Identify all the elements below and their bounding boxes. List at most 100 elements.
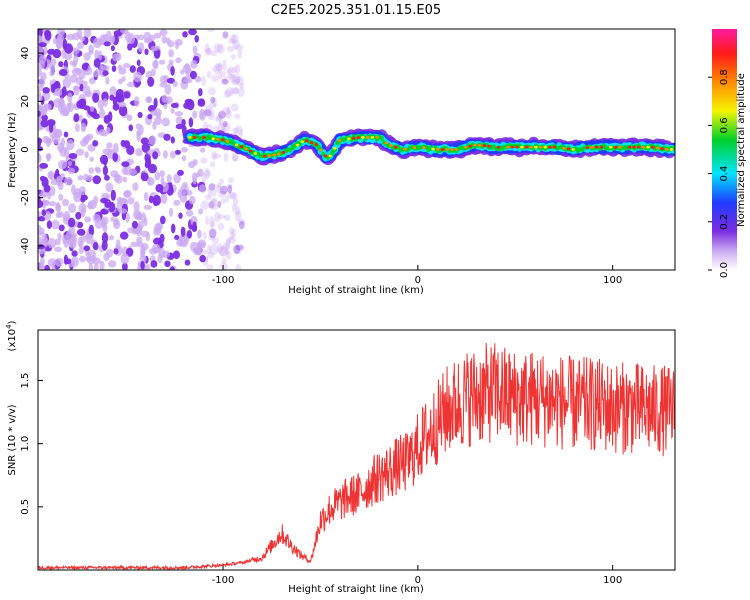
heatmap-noise-cell: [203, 168, 211, 179]
heatmap-core-cell: [216, 137, 220, 141]
heatmap-noise-cell: [212, 237, 219, 245]
heatmap-noise-cell: [153, 97, 158, 109]
heatmap-noise-cell: [46, 119, 56, 127]
heatmap-noise-cell: [145, 157, 152, 167]
heatmap-noise-cell: [152, 60, 159, 69]
heatmap-noise-cell: [186, 229, 193, 239]
heatmap-noise-cell: [41, 114, 48, 122]
x-tick-label: 100: [603, 575, 622, 586]
heatmap-noise-cell: [229, 231, 235, 240]
snr-y-axis-label: SNR (10 * v/v): [7, 404, 18, 475]
heatmap-core-cell: [501, 145, 506, 149]
heatmap-noise-cell: [217, 201, 222, 208]
heatmap-noise-cell: [204, 194, 212, 200]
heatmap-noise-cell: [221, 78, 229, 85]
heatmap-noise-cell: [211, 74, 219, 82]
heatmap-noise-cell: [150, 260, 158, 268]
heatmap-noise-cell: [180, 226, 186, 237]
heatmap-noise-cell: [185, 78, 193, 84]
heatmap-core-cell: [370, 136, 375, 139]
heatmap-core-cell: [459, 147, 463, 150]
heatmap-noise-cell: [121, 161, 130, 168]
heatmap-core-cell: [323, 154, 328, 158]
heatmap-noise-cell: [84, 151, 89, 159]
heatmap-noise-cell: [78, 246, 85, 254]
heatmap-noise-cell: [140, 242, 149, 251]
heatmap-noise-cell: [136, 59, 141, 67]
heatmap-noise-cell: [42, 237, 49, 248]
heatmap-noise-cell: [210, 96, 216, 104]
heatmap-noise-cell: [47, 237, 57, 249]
heatmap-noise-cell: [58, 193, 64, 201]
heatmap-noise-cell: [159, 29, 168, 36]
heatmap-noise-cell: [218, 117, 224, 126]
heatmap-noise-cell: [115, 174, 123, 184]
heatmap-noise-cell: [115, 239, 121, 250]
heatmap-core-cell: [506, 145, 510, 149]
heatmap-noise-cell: [67, 160, 73, 167]
heatmap-noise-cell: [92, 92, 100, 103]
heatmap-noise-cell: [41, 199, 50, 205]
heatmap-noise-cell: [47, 170, 55, 180]
heatmap-noise-cell: [126, 247, 134, 257]
heatmap-noise-cell: [98, 129, 106, 137]
heatmap-noise-cell: [232, 86, 239, 94]
heatmap-noise-cell: [77, 41, 85, 49]
heatmap-noise-cell: [137, 42, 145, 53]
heatmap-noise-cell: [232, 127, 240, 134]
snr-series-line: [38, 343, 675, 570]
heatmap-core-cell: [431, 147, 435, 151]
heatmap-noise-cell: [132, 182, 139, 191]
heatmap-core-cell: [594, 145, 599, 149]
heatmap-noise-cell: [144, 48, 149, 56]
heatmap-core-cell: [534, 145, 538, 149]
heatmap-noise-cell: [84, 216, 92, 223]
heatmap-noise-cell: [52, 128, 62, 138]
heatmap-noise-cell: [209, 161, 216, 168]
heatmap-core-cell: [627, 145, 632, 149]
heatmap-core-cell: [412, 146, 417, 150]
heatmap-noise-cell: [135, 148, 143, 157]
heatmap-noise-cell: [170, 102, 179, 108]
heatmap-noise-cell: [181, 155, 187, 162]
heatmap-noise-cell: [55, 257, 64, 267]
heatmap-noise-cell: [47, 48, 56, 55]
heatmap-noise-cell: [38, 34, 42, 44]
heatmap-core-cell: [520, 145, 524, 149]
heatmap-noise-cell: [111, 65, 117, 72]
heatmap-core-cell: [281, 150, 286, 154]
heatmap-noise-cell: [80, 122, 87, 132]
heatmap-core-cell: [188, 136, 192, 139]
heatmap-noise-cell: [38, 146, 44, 152]
heatmap-noise-cell: [63, 210, 71, 222]
heatmap-noise-cell: [225, 239, 231, 250]
heatmap-noise-cell: [92, 214, 101, 223]
heatmap-core-cell: [314, 143, 319, 146]
snr-frame: [37, 329, 676, 571]
heatmap-noise-cell: [105, 182, 114, 193]
heatmap-noise-cell: [178, 212, 183, 219]
heatmap-noise-cell: [76, 228, 86, 236]
heatmap-noise-cell: [175, 57, 182, 64]
heatmap-noise-cell: [121, 76, 126, 82]
heatmap-noise-cell: [58, 69, 68, 76]
heatmap-core-cell: [192, 136, 197, 139]
heatmap-noise-cell: [234, 205, 241, 216]
heatmap-noise-cell: [206, 244, 212, 255]
heatmap-core-cell: [291, 147, 295, 150]
y-tick-label: 40: [20, 47, 31, 60]
heatmap-noise-cell: [229, 227, 234, 234]
heatmap-noise-cell: [104, 202, 112, 208]
y-tick-label: 0: [20, 146, 31, 152]
y-tick-label: 0.5: [20, 499, 31, 515]
heatmap-noise-cell: [73, 85, 80, 91]
heatmap-noise-cell: [41, 209, 47, 217]
heatmap-noise-cell: [185, 209, 194, 217]
heatmap-noise-cell: [102, 165, 108, 176]
heatmap-noise-cell: [210, 220, 215, 229]
heatmap-noise-cell: [55, 211, 62, 218]
heatmap-noise-cell: [106, 142, 113, 149]
heatmap-noise-cell: [204, 43, 210, 54]
heatmap-noise-cell: [223, 90, 232, 98]
heatmap-core-cell: [319, 148, 323, 152]
